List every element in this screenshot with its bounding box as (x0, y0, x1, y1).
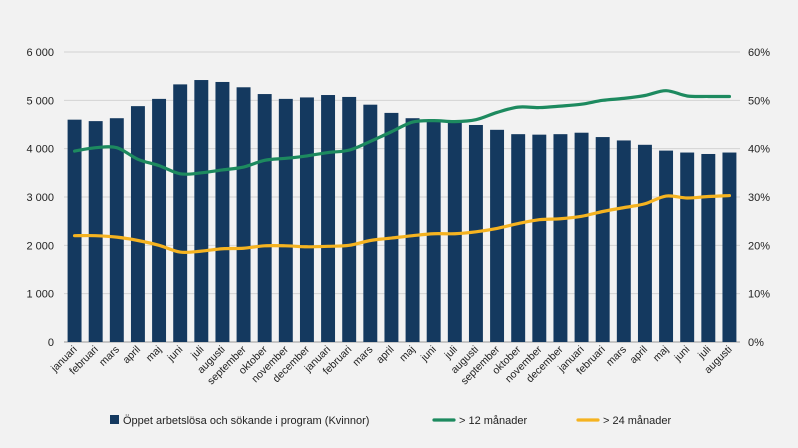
bar (595, 137, 610, 342)
right-tick-label: 0% (748, 337, 764, 349)
bar (109, 118, 124, 342)
bar (616, 140, 631, 342)
left-tick-label: 4 000 (26, 144, 54, 156)
left-tick-label: 0 (48, 337, 54, 349)
legend-swatch (110, 415, 119, 424)
right-tick-label: 40% (748, 144, 770, 156)
bar (532, 134, 547, 342)
bar (236, 87, 251, 343)
bar (553, 134, 568, 342)
bar (67, 119, 82, 343)
bar (659, 150, 674, 342)
line-series (72, 89, 732, 255)
bar (405, 118, 420, 342)
left-tick-label: 5 000 (26, 95, 54, 107)
left-tick-label: 1 000 (26, 289, 54, 301)
left-tick-label: 3 000 (26, 192, 54, 204)
bar (701, 153, 716, 342)
right-tick-label: 50% (748, 95, 770, 107)
bar (637, 144, 652, 342)
bar (722, 152, 737, 342)
bar-series (67, 80, 737, 343)
bar (468, 124, 483, 342)
bar (173, 84, 188, 342)
right-tick-label: 30% (748, 192, 770, 204)
bar (426, 120, 441, 342)
bar (511, 134, 526, 342)
series-line (72, 89, 732, 176)
left-tick-label: 6 000 (26, 47, 54, 59)
legend-label: Öppet arbetslösa och sökande i program (… (123, 415, 369, 427)
bar (194, 80, 209, 343)
bar (680, 152, 695, 342)
bar (215, 81, 230, 342)
bar (363, 104, 378, 342)
legend-label: > 12 månader (459, 415, 528, 427)
left-tick-label: 2 000 (26, 240, 54, 252)
left-axis-ticks: 0 1 000 2 000 3 000 4 000 5 000 6 000 (26, 47, 54, 349)
bar (574, 132, 589, 342)
bar (321, 95, 336, 343)
right-axis-ticks: 0% 10% 20% 30% 40% 50% 60% (748, 47, 770, 349)
legend: Öppet arbetslösa och sökande i program (… (110, 415, 672, 427)
bar (257, 94, 272, 342)
bar (490, 129, 505, 342)
legend-label: > 24 månader (603, 415, 672, 427)
right-tick-label: 20% (748, 240, 770, 252)
bar (384, 112, 399, 343)
bar (342, 96, 357, 342)
bar (299, 97, 314, 342)
bar (278, 98, 293, 342)
bar (130, 106, 145, 342)
right-tick-label: 10% (748, 289, 770, 301)
bar (152, 98, 167, 342)
bar (88, 121, 103, 342)
series-line (72, 193, 732, 255)
right-tick-label: 60% (748, 47, 770, 59)
